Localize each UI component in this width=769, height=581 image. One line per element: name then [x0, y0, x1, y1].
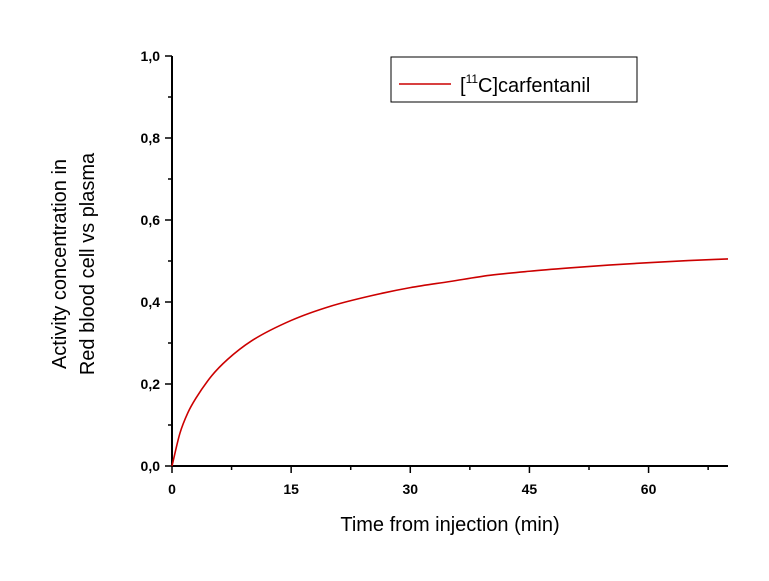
y-tick-label: 0,0	[141, 458, 161, 474]
y-tick-label: 1,0	[141, 48, 161, 64]
y-tick-label: 0,4	[141, 294, 161, 310]
tick-labels: 0,0 0,2 0,4 0,6 0,8 1,0 0 15 30 45 60	[141, 48, 657, 497]
y-axis-title-line-2: Red blood cell vs plasma	[77, 152, 99, 375]
x-tick-label: 0	[168, 481, 176, 497]
series-line-carfentanil	[171, 258, 729, 467]
axes	[171, 56, 728, 467]
y-tick-label: 0,6	[141, 212, 161, 228]
x-tick-label: 30	[402, 481, 418, 497]
x-tick-label: 45	[522, 481, 538, 497]
x-axis-title: Time from injection (min)	[340, 514, 559, 536]
legend-bracket: [	[460, 75, 466, 97]
legend-label-rest: C]carfentanil	[478, 75, 590, 97]
y-tick-label: 0,2	[141, 376, 161, 392]
x-tick-label: 60	[641, 481, 657, 497]
legend-box	[390, 56, 638, 103]
series-layer	[171, 258, 729, 467]
y-tick-label: 0,8	[141, 130, 161, 146]
y-axis-title-line-1: Activity concentration in	[49, 159, 71, 369]
x-tick-label: 15	[283, 481, 299, 497]
legend-superscript: 11	[466, 72, 479, 86]
legend: [11C]carfentanil	[390, 56, 638, 103]
ticks	[165, 55, 709, 473]
legend-label: [11C]carfentanil	[460, 72, 590, 97]
